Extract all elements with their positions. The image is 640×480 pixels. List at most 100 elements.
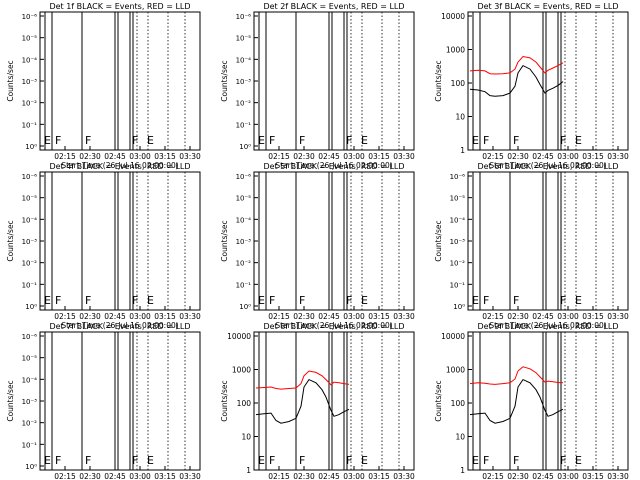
y-tick-label: 10⁻⁶ <box>236 13 252 21</box>
x-tick-label: 02:45 <box>104 152 126 161</box>
y-tick-label: 10⁻² <box>22 260 38 268</box>
x-tick-label: 03:15 <box>154 152 176 161</box>
plot-frame <box>39 331 201 471</box>
x-tick-label: 03:15 <box>582 152 604 161</box>
y-tick-label: 10⁰ <box>239 143 251 151</box>
y-tick-label: 10⁻¹ <box>22 441 38 449</box>
y-tick-label: 10⁻⁵ <box>236 35 252 43</box>
y-tick-label: 10⁻⁴ <box>236 216 252 224</box>
x-axis-label: Start Time (26-Jul-16 02:00:00) <box>489 321 606 330</box>
y-tick-label: 1000 <box>446 366 465 375</box>
flag-letter: E <box>472 294 479 307</box>
flag-letter: F <box>513 454 519 467</box>
x-tick-label: 02:15 <box>268 312 290 321</box>
flag-letter: F <box>560 294 566 307</box>
flag-letter: F <box>132 134 138 147</box>
y-tick-label: 10⁻⁶ <box>22 173 38 181</box>
y-tick-label: 10⁻⁵ <box>450 195 466 203</box>
x-tick-label: 02:45 <box>318 312 340 321</box>
y-tick-label: 10⁻¹ <box>22 121 38 129</box>
flag-letter: F <box>55 454 61 467</box>
panel-title: Det 9f BLACK = Events, RED = LLD <box>477 322 618 331</box>
x-tick-label: 03:30 <box>393 152 415 161</box>
y-tick-label: 1 <box>246 466 251 475</box>
flag-letter: F <box>132 294 138 307</box>
flag-letter: F <box>269 294 275 307</box>
flag-letter: F <box>346 134 352 147</box>
flag-letter: E <box>147 294 154 307</box>
x-axis-label: Start Time (26-Jul-16 02:00:00) <box>275 161 392 170</box>
x-tick-label: 03:00 <box>129 472 151 480</box>
panel-title: Det 7f BLACK = Events, RED = LLD <box>49 322 190 331</box>
flag-letter: F <box>560 454 566 467</box>
flag-letter: F <box>346 294 352 307</box>
y-axis-label: Counts/sec <box>220 380 229 421</box>
flag-letter: F <box>269 454 275 467</box>
y-tick-label: 10⁻² <box>22 100 38 108</box>
flag-letter: F <box>132 454 138 467</box>
x-axis-label: Start Time (26-Jul-16 02:00:00) <box>61 321 178 330</box>
x-tick-label: 03:00 <box>343 312 365 321</box>
panel-title: Det 8f BLACK = Events, RED = LLD <box>263 322 404 331</box>
x-tick-label: 03:30 <box>179 472 201 480</box>
series-lld-line <box>469 55 564 75</box>
x-tick-label: 03:30 <box>393 472 415 480</box>
panel-title: Det 4f BLACK = Events, RED = LLD <box>49 162 190 171</box>
y-tick-label: 10⁻³ <box>22 78 38 86</box>
y-tick-label: 10⁻⁶ <box>22 333 38 341</box>
y-tick-label: 1000 <box>446 46 465 55</box>
flag-letter: F <box>560 134 566 147</box>
series-events-line <box>255 378 350 424</box>
y-axis-label: Counts/sec <box>6 380 15 421</box>
plot-frame <box>39 11 201 151</box>
y-tick-label: 10 <box>455 113 465 122</box>
y-tick-label: 10⁻¹ <box>236 281 252 289</box>
x-tick-label: 03:15 <box>368 312 390 321</box>
x-tick-label: 03:00 <box>557 472 579 480</box>
y-tick-label: 10⁻⁴ <box>22 376 38 384</box>
series-events-line <box>469 378 564 424</box>
x-tick-label: 02:45 <box>532 472 554 480</box>
flag-letter: E <box>472 454 479 467</box>
y-tick-label: 10000 <box>441 12 465 21</box>
x-tick-label: 02:30 <box>79 312 101 321</box>
panel-title: Det 2f BLACK = Events, RED = LLD <box>263 2 404 11</box>
x-axis-label: Start Time (26-Jul-16 02:00:00) <box>489 161 606 170</box>
x-tick-label: 02:30 <box>507 312 529 321</box>
flag-letter: E <box>258 134 265 147</box>
y-tick-label: 100 <box>237 399 252 408</box>
y-tick-label: 10⁰ <box>25 303 37 311</box>
x-tick-label: 03:15 <box>154 472 176 480</box>
x-tick-label: 02:15 <box>482 152 504 161</box>
x-tick-label: 02:30 <box>293 312 315 321</box>
flag-letter: F <box>85 294 91 307</box>
y-axis-label: Counts/sec <box>434 60 443 101</box>
y-axis-label: Counts/sec <box>220 60 229 101</box>
flag-letter: E <box>147 134 154 147</box>
flag-letter: F <box>269 134 275 147</box>
y-tick-label: 100 <box>451 79 466 88</box>
y-axis-label: Counts/sec <box>6 60 15 101</box>
x-tick-label: 02:15 <box>482 472 504 480</box>
panel-title: Det 3f BLACK = Events, RED = LLD <box>477 2 618 11</box>
x-tick-label: 02:15 <box>54 472 76 480</box>
x-tick-label: 02:15 <box>54 152 76 161</box>
panel-det-3: Det 3f BLACK = Events, RED = LLD 02:15 02:… <box>434 2 629 170</box>
x-tick-label: 02:45 <box>104 472 126 480</box>
y-tick-label: 10⁻² <box>236 260 252 268</box>
flag-letter: E <box>361 294 368 307</box>
x-tick-label: 03:00 <box>343 152 365 161</box>
y-tick-label: 10⁻¹ <box>236 121 252 129</box>
x-tick-label: 02:45 <box>532 152 554 161</box>
y-tick-label: 10⁰ <box>453 303 465 311</box>
y-tick-label: 1000 <box>232 366 251 375</box>
x-tick-label: 03:15 <box>582 472 604 480</box>
flag-letter: F <box>299 454 305 467</box>
x-tick-label: 02:30 <box>293 152 315 161</box>
panel-title: Det 5f BLACK = Events, RED = LLD <box>263 162 404 171</box>
flag-letter: E <box>44 134 51 147</box>
